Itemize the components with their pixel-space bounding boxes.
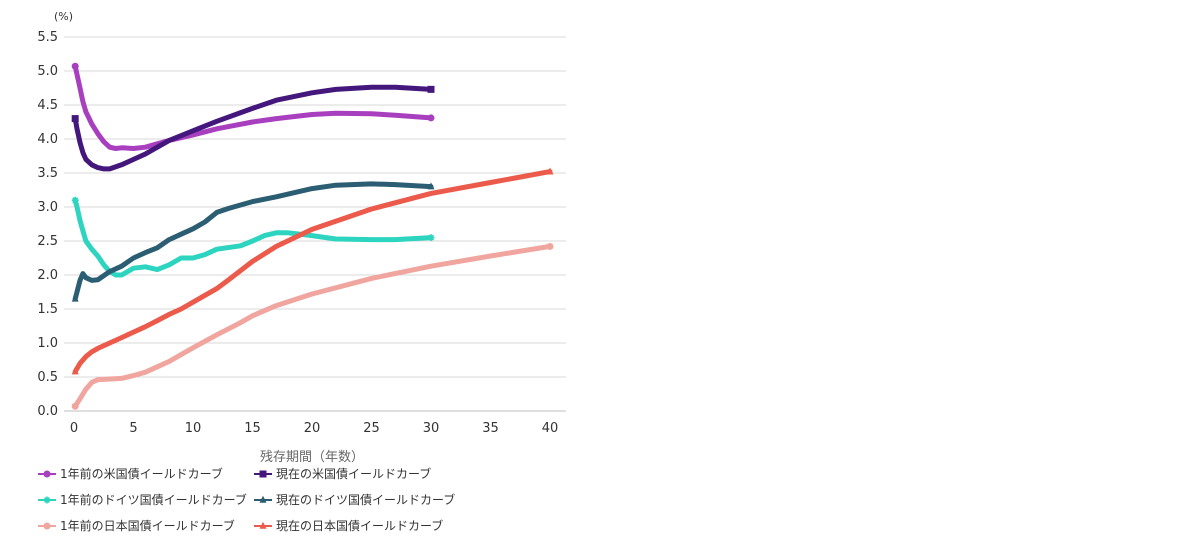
data-point <box>546 242 554 250</box>
y-tick-label: 5.0 <box>37 64 58 79</box>
data-point <box>71 115 79 123</box>
y-tick-label: 2.0 <box>37 268 58 283</box>
series-line <box>71 181 435 302</box>
legend-label: 現在の米国債イールドカーブ <box>276 466 431 481</box>
x-axis-title: 残存期間（年数） <box>260 450 364 465</box>
gridlines <box>64 36 566 412</box>
y-tick-label: 5.5 <box>37 30 58 45</box>
data-point <box>427 234 435 242</box>
y-tick-label: 1.5 <box>37 302 58 317</box>
legend-item: 現在の日本国債イールドカーブ <box>254 518 443 533</box>
x-tick-label: 0 <box>70 421 78 436</box>
x-tick-label: 5 <box>129 421 137 436</box>
axes: 0.0 0.5 1.0 1.5 2.0 2.5 3.0 3.5 4.0 4.5 5.0 5.5 0 5 10… <box>37 30 558 436</box>
series-path <box>72 181 434 302</box>
x-tick-label: 20 <box>304 421 321 436</box>
data-point <box>427 85 435 93</box>
legend: 1年前の米国債イールドカーブ 現在の米国債イールドカーブ 1年前のドイツ国債イールド… <box>38 466 455 533</box>
data-point <box>43 522 51 530</box>
y-axis-unit-label: (%) <box>54 10 73 23</box>
data-point <box>259 495 267 503</box>
series-line <box>71 62 435 151</box>
legend-label: 現在のドイツ国債イールドカーブ <box>276 492 455 507</box>
x-tick-label: 35 <box>482 421 499 436</box>
series-line <box>71 84 435 172</box>
y-tick-label: 2.5 <box>37 234 58 249</box>
y-tick-label: 3.5 <box>37 166 58 181</box>
y-tick-label: 0.0 <box>37 404 58 419</box>
series-line <box>71 167 554 375</box>
legend-item: 1年前の米国債イールドカーブ <box>38 466 223 481</box>
data-point <box>71 62 79 70</box>
legend-item: 現在の米国債イールドカーブ <box>254 466 431 481</box>
data-point <box>71 367 79 375</box>
series-lines <box>71 62 554 410</box>
legend-item: 1年前のドイツ国債イールドカーブ <box>38 492 247 507</box>
y-tick-label: 0.5 <box>37 370 58 385</box>
legend-label: 現在の日本国債イールドカーブ <box>276 518 443 533</box>
data-point <box>546 167 554 175</box>
legend-item: 1年前の日本国債イールドカーブ <box>38 518 235 533</box>
series-path <box>72 84 434 172</box>
y-tick-label: 4.0 <box>37 132 58 147</box>
data-point <box>71 294 79 302</box>
data-point <box>71 402 79 410</box>
data-point <box>427 182 435 190</box>
y-tick-label: 1.0 <box>37 336 58 351</box>
series-path <box>72 243 553 409</box>
legend-item: 現在のドイツ国債イールドカーブ <box>254 492 455 507</box>
series-path <box>72 197 434 278</box>
series-line <box>71 196 435 278</box>
legend-label: 1年前の日本国債イールドカーブ <box>60 518 235 533</box>
data-point <box>43 496 51 504</box>
x-tick-label: 15 <box>244 421 261 436</box>
legend-label: 1年前のドイツ国債イールドカーブ <box>60 492 247 507</box>
legend-label: 1年前の米国債イールドカーブ <box>60 466 223 481</box>
data-point <box>259 470 267 478</box>
x-tick-label: 40 <box>542 421 559 436</box>
data-point <box>71 196 79 204</box>
data-point <box>427 114 435 122</box>
x-tick-label: 25 <box>363 421 380 436</box>
data-point <box>43 470 51 478</box>
x-tick-label: 30 <box>423 421 440 436</box>
y-tick-label: 3.0 <box>37 200 58 215</box>
y-tick-label: 4.5 <box>37 98 58 113</box>
series-path <box>72 169 553 375</box>
series-path <box>72 63 434 151</box>
x-tick-label: 10 <box>185 421 202 436</box>
data-point <box>259 521 267 529</box>
series-line <box>71 242 554 410</box>
